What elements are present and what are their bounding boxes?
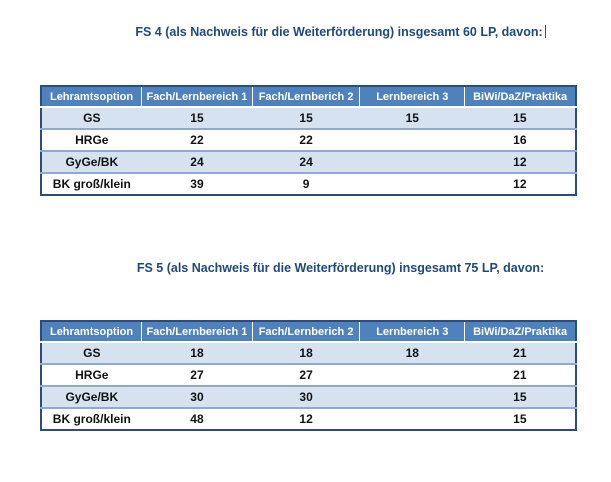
cell-value: 18 (359, 341, 465, 364)
table-row-hrge: HRGe 22 22 16 (41, 128, 576, 151)
cell-value: 15 (252, 106, 360, 129)
cell-value: 18 (252, 341, 360, 364)
section-title-fs5: FS 5 (als Nachweis für die Weiterförderu… (70, 260, 611, 276)
cell-value: 15 (141, 106, 253, 129)
section-title-fs4-text: FS 4 (als Nachweis für die Weiterförderu… (135, 25, 543, 39)
row-label: GS (41, 341, 142, 364)
cell-value (359, 150, 465, 173)
cell-value: 30 (252, 385, 360, 408)
cell-value: 15 (359, 106, 465, 129)
cell-value: 27 (141, 363, 253, 386)
col-header-fach-lernberich-2: Fach/Lernberich 2 (251, 86, 360, 107)
cell-value: 12 (464, 172, 576, 195)
col-header-fach-lernbereich-1: Fach/Lernbereich 1 (141, 86, 253, 107)
fs4-table: Lehramtsoption Fach/Lernbereich 1 Fach/L… (40, 85, 577, 196)
cell-value: 15 (464, 407, 576, 430)
cell-value (359, 172, 465, 195)
col-header-fach-lernberich-2: Fach/Lernberich 2 (251, 321, 360, 342)
row-label: BK groß/klein (41, 172, 142, 195)
cell-value: 22 (141, 128, 253, 151)
row-label: HRGe (41, 363, 142, 386)
row-label: GyGe/BK (41, 385, 142, 408)
fs4-header-row: Lehramtsoption Fach/Lernbereich 1 Fach/L… (41, 86, 576, 107)
table-row-bk-gross-klein: BK groß/klein 39 9 12 (41, 172, 576, 195)
col-header-biwi-daz-praktika: BiWi/DaZ/Praktika (464, 86, 576, 107)
cell-value: 24 (141, 150, 253, 173)
row-label: BK groß/klein (41, 407, 142, 430)
cell-value: 22 (252, 128, 360, 151)
col-header-fach-lernbereich-1: Fach/Lernbereich 1 (141, 321, 253, 342)
cell-value: 12 (252, 407, 360, 430)
table-row-gyge-bk: GyGe/BK 30 30 15 (41, 385, 576, 408)
col-header-lehramtsoption: Lehramtsoption (41, 86, 142, 107)
table-row-gyge-bk: GyGe/BK 24 24 12 (41, 150, 576, 173)
cell-value (359, 385, 465, 408)
row-label: GS (41, 106, 142, 129)
col-header-lernbereich-3: Lernbereich 3 (359, 321, 465, 342)
row-label: HRGe (41, 128, 142, 151)
table-row-bk-gross-klein: BK groß/klein 48 12 15 (41, 407, 576, 430)
text-cursor (544, 25, 546, 38)
cell-value: 48 (141, 407, 253, 430)
section-title-fs4: FS 4 (als Nachweis für die Weiterförderu… (70, 0, 611, 40)
cell-value: 18 (141, 341, 253, 364)
cell-value: 15 (464, 385, 576, 408)
col-header-lernbereich-3: Lernbereich 3 (359, 86, 465, 107)
cell-value (359, 363, 465, 386)
cell-value: 21 (464, 363, 576, 386)
cell-value: 12 (464, 150, 576, 173)
cell-value: 39 (141, 172, 253, 195)
cell-value (359, 128, 465, 151)
cell-value: 27 (252, 363, 360, 386)
cell-value: 21 (464, 341, 576, 364)
cell-value: 9 (252, 172, 360, 195)
cell-value: 15 (464, 106, 576, 129)
cell-value: 16 (464, 128, 576, 151)
fs5-table: Lehramtsoption Fach/Lernbereich 1 Fach/L… (40, 320, 577, 431)
section-title-fs5-text: FS 5 (als Nachweis für die Weiterförderu… (136, 261, 545, 275)
table-row-gs: GS 18 18 18 21 (41, 341, 576, 364)
cell-value (359, 407, 465, 430)
cell-value: 30 (141, 385, 253, 408)
row-label: GyGe/BK (41, 150, 142, 173)
col-header-lehramtsoption: Lehramtsoption (41, 321, 142, 342)
table-row-hrge: HRGe 27 27 21 (41, 363, 576, 386)
fs5-header-row: Lehramtsoption Fach/Lernbereich 1 Fach/L… (41, 321, 576, 342)
table-row-gs: GS 15 15 15 15 (41, 106, 576, 129)
cell-value: 24 (252, 150, 360, 173)
col-header-biwi-daz-praktika: BiWi/DaZ/Praktika (464, 321, 576, 342)
